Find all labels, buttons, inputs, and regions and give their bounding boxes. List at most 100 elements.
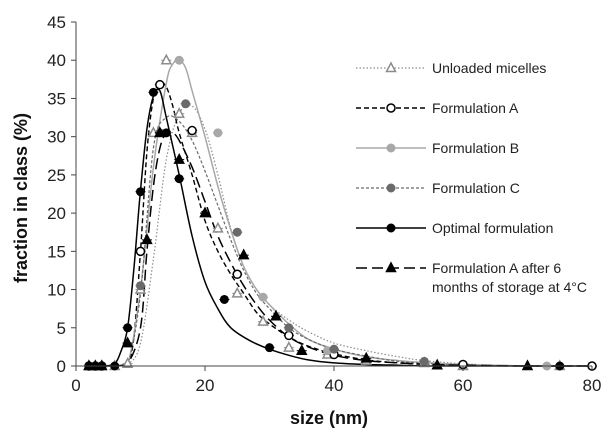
point-marker xyxy=(174,55,184,65)
point-marker xyxy=(181,99,191,109)
point-marker xyxy=(155,79,165,90)
series-5-point xyxy=(270,309,282,321)
series-4-point xyxy=(174,174,185,184)
legend-swatch-marker xyxy=(386,143,396,153)
point-marker xyxy=(173,107,185,118)
series-0-point xyxy=(231,286,243,298)
series-3-point xyxy=(283,323,294,333)
point-marker xyxy=(257,315,269,326)
point-marker xyxy=(136,187,145,197)
series-1-point xyxy=(283,330,294,341)
x-axis-title: size (nm) xyxy=(290,408,368,428)
point-marker xyxy=(419,356,429,366)
y-tick-label: 20 xyxy=(47,204,66,223)
legend-label: Unloaded micelles xyxy=(432,60,546,76)
legend-swatch-marker xyxy=(385,61,397,73)
plot-series-markers xyxy=(83,53,597,371)
legend: Unloaded micelles Formulation A Formulatio… xyxy=(356,60,587,295)
point-marker xyxy=(173,152,185,164)
point-marker xyxy=(265,343,274,353)
series-0-point xyxy=(212,221,224,233)
point-marker xyxy=(187,125,197,136)
point-marker xyxy=(141,233,153,245)
series-5-point xyxy=(121,336,134,348)
series-3-point xyxy=(329,344,339,354)
series-3-point xyxy=(419,356,430,366)
point-marker xyxy=(121,336,134,348)
point-marker xyxy=(121,357,134,368)
y-tick-label: 15 xyxy=(47,242,66,261)
series-4-point xyxy=(148,87,159,97)
point-marker xyxy=(360,351,372,363)
x-tick-label: 60 xyxy=(454,376,473,395)
point-marker xyxy=(431,358,443,370)
series-4-point xyxy=(264,343,275,353)
point-marker xyxy=(148,87,158,97)
series-1-point xyxy=(154,79,165,90)
point-marker xyxy=(283,341,295,352)
series-5-point xyxy=(154,126,166,138)
legend-swatch-marker xyxy=(386,223,396,233)
point-marker xyxy=(284,330,294,341)
y-axis-title: fraction in class (%) xyxy=(11,113,31,283)
series-4-point xyxy=(135,187,146,197)
y-tick-label: 35 xyxy=(47,89,66,108)
series-1-point xyxy=(232,269,243,280)
legend-label: Optimal formulation xyxy=(432,220,553,236)
series-0-point xyxy=(283,341,295,352)
legend-item-3: Formulation C xyxy=(356,180,520,196)
y-tick-label: 25 xyxy=(47,166,66,185)
legend-swatch-marker xyxy=(386,103,396,113)
point-marker xyxy=(123,323,133,333)
point-marker xyxy=(96,359,108,371)
series-3-point xyxy=(180,99,191,109)
y-tick-label: 10 xyxy=(47,281,66,300)
series-5-point xyxy=(173,152,185,164)
legend-label: Formulation A xyxy=(432,100,519,116)
point-marker xyxy=(270,309,282,321)
point-marker xyxy=(284,323,294,333)
point-marker xyxy=(219,294,229,304)
point-marker xyxy=(296,344,308,355)
point-marker xyxy=(237,248,250,260)
series-3-point xyxy=(135,281,146,291)
point-marker xyxy=(213,128,223,138)
x-tick-label: 80 xyxy=(583,376,602,395)
legend-item-0: Unloaded micelles xyxy=(356,60,546,76)
series-1-point xyxy=(135,246,146,257)
series-0-point xyxy=(160,53,173,65)
series-5-point xyxy=(360,351,372,363)
point-marker xyxy=(329,344,339,354)
tick-labels: 0 5 10 15 20 25 30 35 40 45 0 20 40 60 80 xyxy=(47,13,601,395)
point-marker xyxy=(160,53,173,65)
series-0-point xyxy=(173,107,185,118)
y-tick-label: 0 xyxy=(57,357,66,376)
series-0-point xyxy=(121,357,134,368)
series-0-point xyxy=(257,315,269,326)
series-line-5 xyxy=(85,130,592,367)
y-tick-label: 5 xyxy=(57,319,66,338)
legend-label: Formulation A after 6 months of storage a… xyxy=(432,260,587,295)
legend-item-2: Formulation B xyxy=(356,140,519,156)
point-marker xyxy=(258,292,268,302)
legend-item-5: Formulation A after 6 months of storage a… xyxy=(356,260,587,295)
legend-item-1: Formulation A xyxy=(356,100,519,116)
series-2-point xyxy=(174,55,185,65)
series-2-point xyxy=(258,292,269,302)
x-tick-label: 20 xyxy=(196,376,215,395)
point-marker xyxy=(154,126,166,138)
series-5-point xyxy=(141,233,153,245)
series-4-point xyxy=(219,294,230,304)
series-5-point xyxy=(199,206,211,218)
series-3-point xyxy=(232,227,243,237)
legend-item-4: Optimal formulation xyxy=(356,220,553,236)
series-1-point xyxy=(187,125,198,136)
point-marker xyxy=(174,174,184,184)
point-marker xyxy=(232,269,242,280)
x-tick-label: 0 xyxy=(71,376,80,395)
point-marker xyxy=(199,206,211,218)
point-marker xyxy=(521,359,534,371)
x-tick-label: 40 xyxy=(325,376,344,395)
series-line-4 xyxy=(85,88,592,367)
